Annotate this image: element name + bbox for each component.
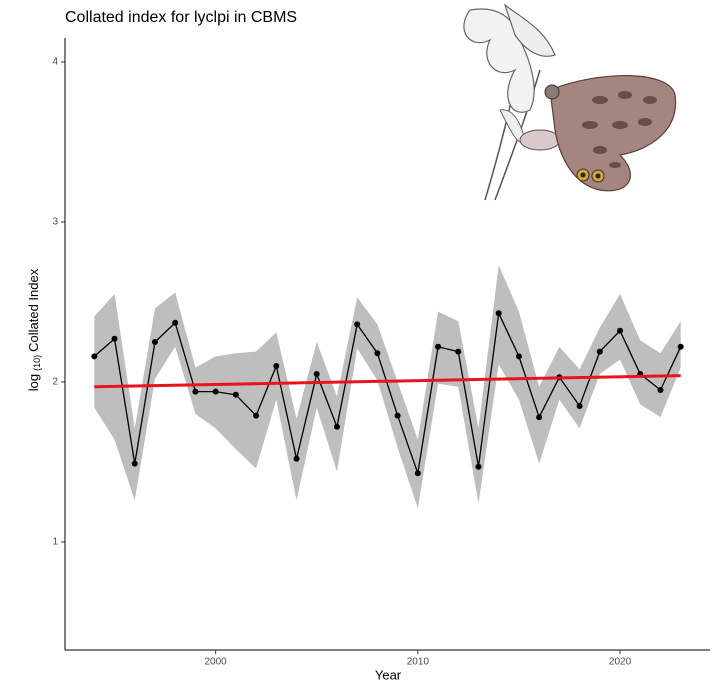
butterfly-illustration (463, 3, 677, 201)
data-point (536, 414, 543, 421)
y-tick-label: 3 (52, 217, 58, 228)
data-point (232, 391, 239, 398)
data-point (253, 412, 260, 419)
data-point (596, 348, 603, 355)
data-point (131, 460, 138, 467)
y-tick-label: 1 (52, 537, 58, 548)
data-point (151, 339, 158, 345)
series-line (93, 310, 682, 474)
x-tick-label: 2010 (407, 657, 430, 668)
y-axis-label: log (10) Collated Index (26, 268, 42, 391)
y-tick-label: 4 (52, 57, 58, 68)
data-point (374, 350, 381, 357)
confidence-band (94, 265, 681, 509)
data-point (435, 343, 442, 350)
x-tick-label: 2020 (609, 657, 632, 668)
data-point (172, 319, 179, 326)
data-point (394, 412, 401, 419)
chart-title: Collated index for lyclpi in CBMS (65, 9, 297, 26)
trend-line (94, 374, 681, 389)
data-point (192, 388, 199, 395)
data-point (657, 387, 664, 393)
data-point (475, 463, 482, 470)
y-tick-label: 2 (52, 377, 58, 388)
data-point (273, 363, 280, 369)
y-label-subscript: (10) (32, 355, 42, 371)
data-point (313, 371, 320, 377)
data-point (333, 423, 340, 430)
data-point (354, 321, 361, 328)
data-point (617, 327, 624, 334)
y-label-part: Collated Index (26, 268, 41, 352)
data-point (293, 455, 300, 462)
data-point (111, 335, 118, 342)
data-point (91, 353, 98, 360)
data-point (576, 403, 583, 409)
data-point (414, 470, 421, 477)
x-tick-label: 2000 (205, 657, 228, 668)
x-axis-label: Year (375, 667, 402, 682)
data-point (677, 343, 684, 350)
data-point (495, 310, 502, 317)
y-label-part: log (26, 374, 41, 391)
data-point (455, 348, 462, 355)
data-point (212, 388, 219, 395)
data-point (515, 353, 522, 360)
